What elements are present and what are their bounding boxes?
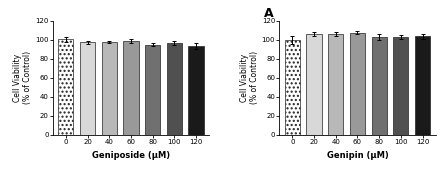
Bar (372, 37, 387, 135)
Y-axis label: Cell Viability
(% of Control): Cell Viability (% of Control) (239, 51, 259, 104)
Bar (145, 45, 160, 135)
X-axis label: Geniposide (μM): Geniposide (μM) (92, 151, 170, 160)
X-axis label: Genipin (μM): Genipin (μM) (326, 151, 389, 160)
Bar (307, 34, 322, 135)
Bar (167, 43, 182, 135)
Bar (80, 42, 95, 135)
Bar (102, 42, 117, 135)
Bar (328, 34, 343, 135)
Bar (188, 46, 204, 135)
Bar (285, 40, 300, 135)
Bar (350, 33, 365, 135)
Text: A: A (264, 7, 273, 20)
Bar (415, 37, 430, 135)
Y-axis label: Cell Viability
(% of Control): Cell Viability (% of Control) (13, 51, 33, 104)
Bar (393, 37, 408, 135)
Bar (123, 41, 139, 135)
Bar (58, 39, 73, 135)
